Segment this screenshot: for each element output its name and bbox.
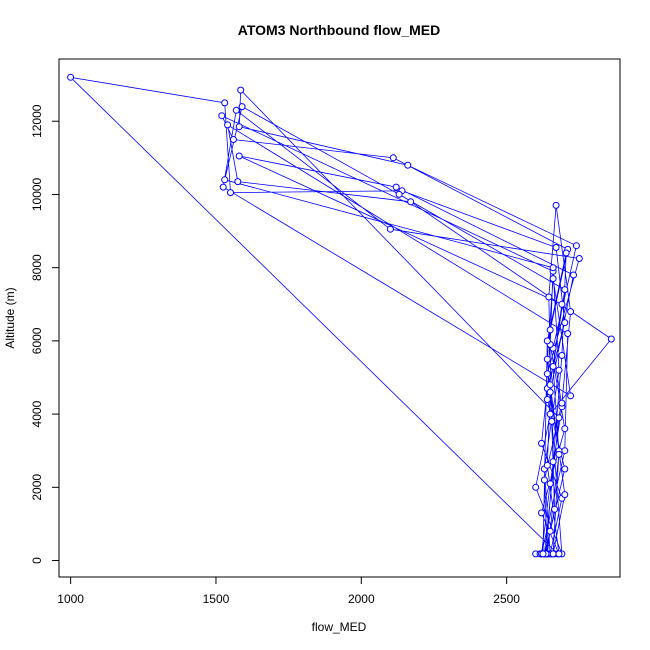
data-point	[570, 271, 577, 279]
data-point	[543, 337, 551, 345]
y-tick-label: 6000	[30, 327, 44, 354]
x-axis: 1000 1500 2000 2500	[57, 576, 520, 606]
data-point	[561, 491, 569, 499]
data-point	[552, 201, 560, 209]
data-point	[224, 121, 232, 129]
data-point	[404, 161, 412, 169]
data-point	[237, 86, 245, 94]
data-point	[555, 550, 563, 558]
y-axis: 0 2000 4000 6000 8000 10000 12000	[30, 104, 60, 564]
data-point	[546, 326, 554, 334]
data-point	[549, 363, 557, 370]
data-point	[234, 178, 242, 186]
data-point	[561, 447, 569, 455]
data-point	[564, 330, 572, 338]
data-point	[546, 480, 554, 488]
data-point	[229, 136, 237, 143]
data-point	[532, 483, 540, 491]
y-tick-label: 4000	[30, 400, 44, 427]
data-point	[395, 190, 403, 198]
data-layer	[67, 73, 615, 558]
data-point	[540, 476, 548, 484]
series-line	[69, 76, 612, 555]
data-point	[562, 249, 570, 257]
y-tick-label: 2000	[30, 474, 44, 501]
x-tick-label: 1000	[57, 592, 84, 606]
data-point	[558, 352, 566, 359]
data-point	[538, 439, 545, 447]
y-tick-label: 12000	[30, 104, 44, 138]
chart-title: ATOM3 Northbound flow_MED	[238, 22, 440, 38]
data-point	[238, 103, 246, 111]
data-point	[546, 527, 554, 535]
x-tick-label: 2000	[348, 592, 375, 606]
data-point	[386, 225, 394, 233]
y-tick-label: 8000	[30, 254, 44, 281]
data-point	[561, 319, 569, 327]
data-point	[221, 99, 229, 107]
data-point	[558, 300, 566, 308]
data-point	[538, 509, 545, 517]
data-point	[539, 550, 547, 558]
data-point	[221, 176, 229, 184]
data-point	[567, 308, 575, 316]
plot-frame	[58, 58, 621, 578]
data-point	[407, 198, 415, 206]
data-point	[549, 550, 557, 558]
x-tick-label: 2500	[493, 592, 520, 606]
x-tick-label: 1500	[203, 592, 230, 606]
y-tick-label: 10000	[30, 177, 44, 211]
data-point	[607, 335, 615, 343]
data-point	[227, 189, 234, 197]
data-point	[232, 106, 240, 114]
data-point	[572, 242, 580, 250]
data-point	[218, 112, 226, 120]
data-point	[551, 505, 559, 513]
data-point	[575, 255, 583, 262]
data-point	[549, 264, 557, 272]
data-point	[567, 392, 575, 400]
data-point	[235, 152, 243, 160]
data-point	[555, 414, 563, 422]
y-axis-label: Altitude (m)	[3, 287, 17, 348]
data-point	[543, 370, 551, 378]
data-point	[543, 396, 551, 403]
data-point	[392, 183, 400, 191]
y-tick-label: 0	[30, 557, 44, 564]
data-point	[389, 154, 397, 162]
data-point	[561, 286, 569, 294]
data-point	[548, 417, 556, 425]
data-point	[546, 410, 554, 418]
data-point	[549, 458, 557, 466]
data-point	[546, 381, 554, 389]
data-point	[558, 399, 566, 407]
data-point	[561, 425, 569, 433]
x-axis-label: flow_MED	[312, 620, 367, 634]
data-point	[546, 388, 554, 396]
data-point	[235, 123, 243, 131]
data-point	[555, 450, 563, 458]
data-point	[545, 293, 553, 301]
data-point	[555, 366, 563, 374]
data-point	[219, 183, 227, 191]
data-point	[552, 244, 560, 251]
data-point	[561, 465, 569, 473]
data-point	[543, 461, 551, 469]
data-point	[549, 275, 557, 283]
data-point	[543, 355, 551, 363]
data-point	[67, 73, 75, 81]
